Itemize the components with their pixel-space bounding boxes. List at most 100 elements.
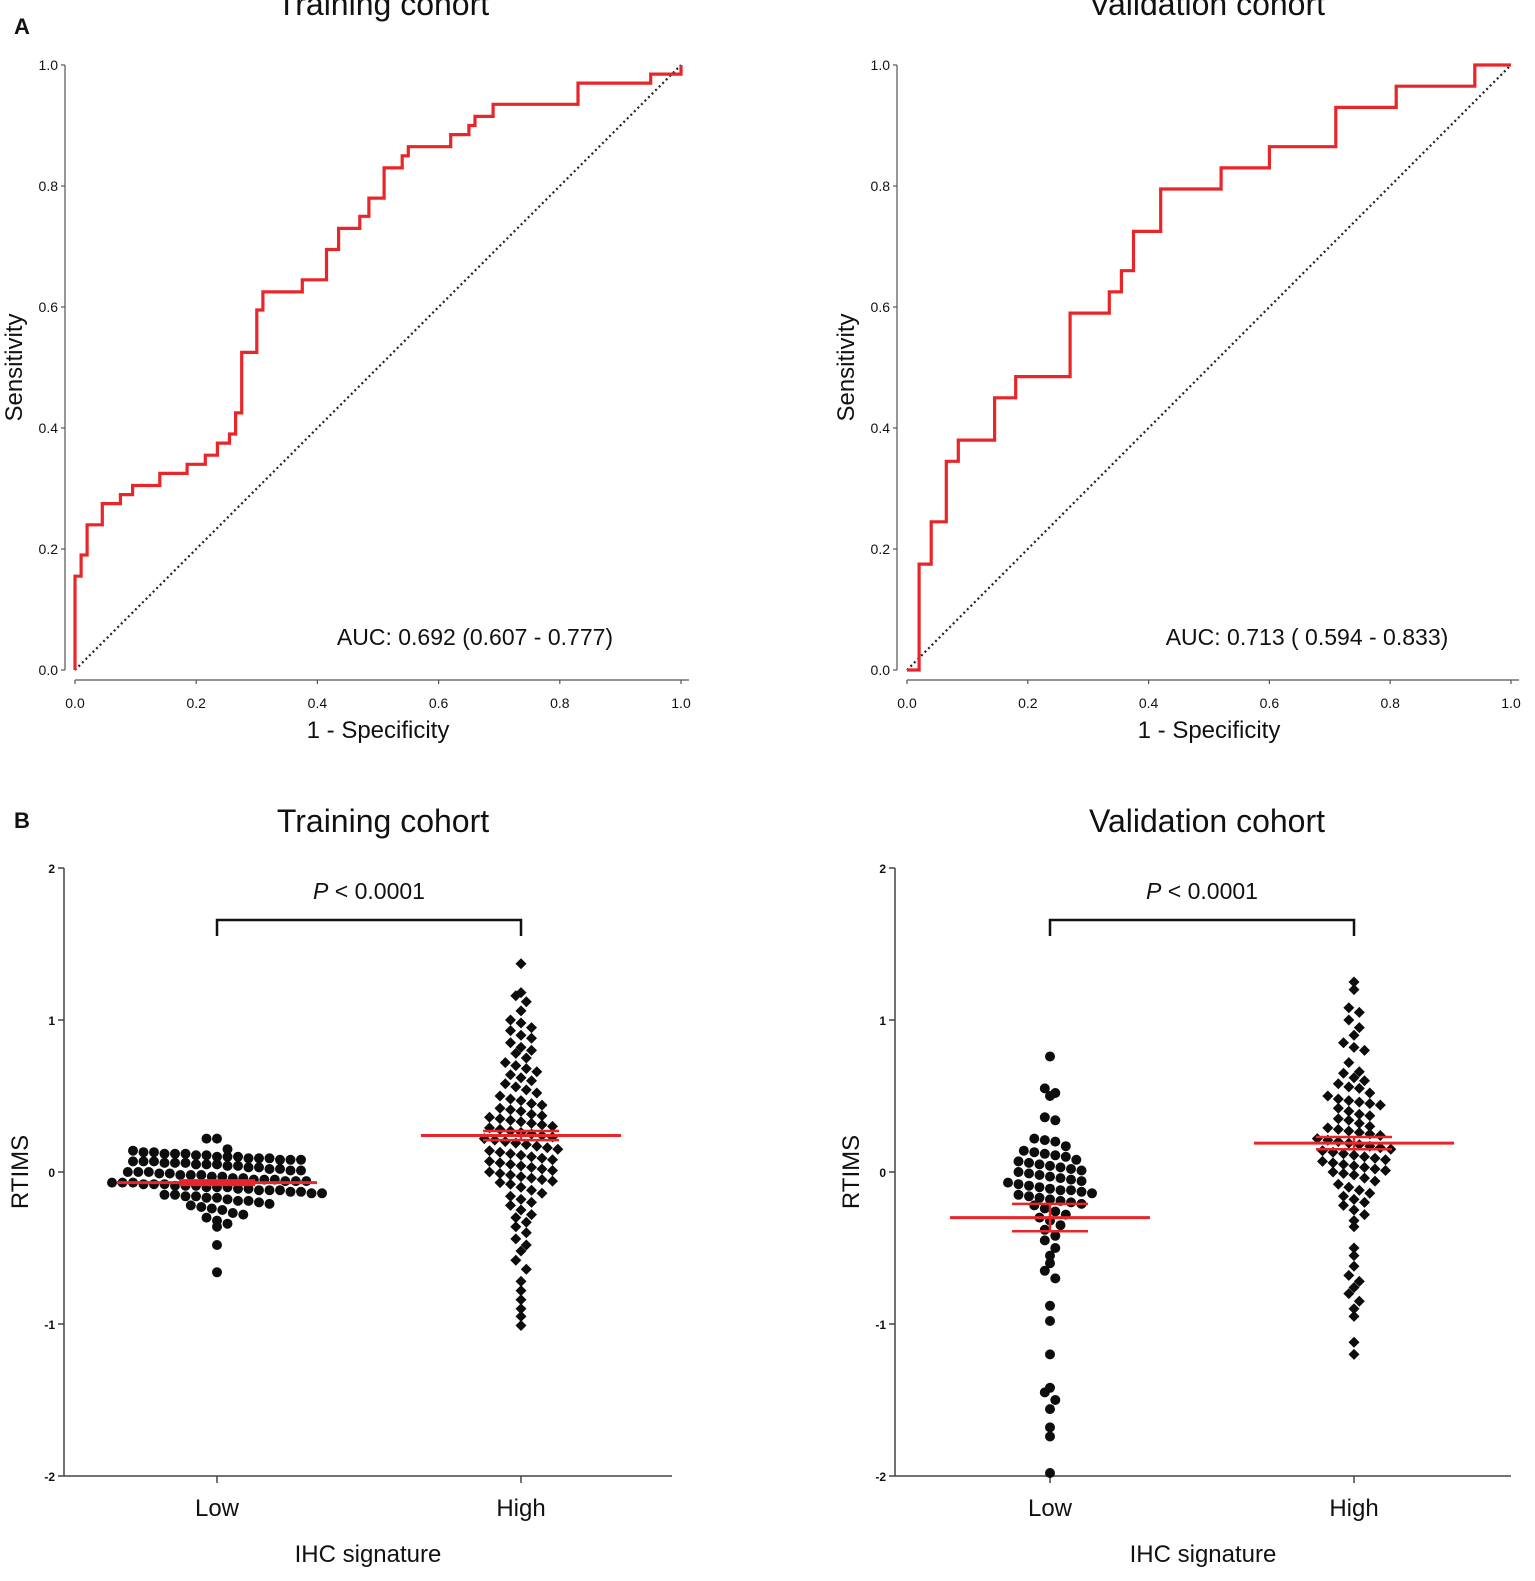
data-point xyxy=(212,1221,222,1232)
data-point xyxy=(526,1117,537,1129)
data-point xyxy=(1045,1422,1055,1433)
data-point xyxy=(505,1025,516,1037)
category-label: Low xyxy=(195,1495,240,1522)
data-point xyxy=(212,1151,222,1162)
data-point xyxy=(1353,1275,1365,1287)
data-point xyxy=(526,1032,537,1044)
data-point xyxy=(515,1294,527,1306)
data-point xyxy=(1364,1187,1376,1199)
data-point xyxy=(1343,1081,1355,1093)
data-point xyxy=(494,1168,506,1179)
data-point xyxy=(1050,1136,1061,1147)
x-axis-label: IHC signature xyxy=(1130,1541,1277,1568)
data-point xyxy=(536,1152,548,1164)
data-point xyxy=(1338,1037,1349,1049)
data-point xyxy=(212,1267,222,1278)
data-point xyxy=(227,1208,238,1218)
data-point xyxy=(1317,1155,1328,1167)
data-point xyxy=(191,1159,201,1170)
data-point xyxy=(275,1154,285,1165)
data-point xyxy=(264,1153,275,1164)
p-threshold: < 0.0001 xyxy=(328,878,425,904)
data-point xyxy=(1359,1161,1370,1173)
data-point xyxy=(1327,1166,1339,1178)
data-point xyxy=(1348,1303,1360,1315)
data-point xyxy=(1348,1193,1360,1205)
data-point xyxy=(494,1157,506,1169)
data-point xyxy=(285,1165,296,1176)
data-point xyxy=(1359,1209,1370,1221)
data-point xyxy=(499,1078,511,1090)
data-point xyxy=(515,1041,527,1053)
data-point xyxy=(1050,1230,1061,1241)
data-point xyxy=(212,1159,222,1170)
data-point xyxy=(515,1310,527,1322)
data-point xyxy=(1045,1431,1055,1442)
data-point xyxy=(526,1209,537,1221)
data-point xyxy=(1369,1163,1381,1175)
data-point xyxy=(1364,1087,1376,1099)
data-point xyxy=(520,1063,532,1075)
data-point xyxy=(505,1169,516,1181)
data-point xyxy=(1353,1108,1365,1120)
y-tick-label: -1 xyxy=(44,1318,55,1332)
data-point xyxy=(201,1150,212,1161)
y-tick-label: 0.0 xyxy=(39,662,59,678)
data-point xyxy=(296,1154,306,1165)
data-point xyxy=(285,1186,296,1197)
data-point xyxy=(1013,1156,1024,1167)
data-point xyxy=(515,1116,527,1128)
data-point xyxy=(526,1098,537,1110)
data-point xyxy=(1374,1099,1386,1111)
data-point xyxy=(170,1148,180,1159)
data-point xyxy=(1013,1179,1024,1190)
data-point xyxy=(1332,1123,1344,1135)
data-point xyxy=(505,1014,516,1026)
data-point xyxy=(1348,984,1360,996)
data-point xyxy=(212,1240,222,1250)
chart-title: Training cohort xyxy=(277,803,489,839)
data-point xyxy=(1338,1158,1349,1170)
data-point xyxy=(1332,1093,1344,1105)
data-point xyxy=(510,1060,522,1072)
data-point xyxy=(1343,1105,1355,1117)
data-point xyxy=(275,1164,285,1174)
data-point xyxy=(1013,1167,1024,1177)
data-point xyxy=(1066,1174,1076,1185)
data-point xyxy=(1332,1113,1344,1125)
data-point xyxy=(212,1192,222,1203)
data-point xyxy=(552,1143,564,1155)
y-tick-label: 1 xyxy=(48,1014,55,1028)
data-point xyxy=(515,1005,527,1017)
data-point xyxy=(526,1075,537,1087)
data-point xyxy=(1348,976,1360,988)
x-axis-label: 1 - Specificity xyxy=(307,717,450,744)
data-point xyxy=(1076,1176,1087,1187)
data-point xyxy=(1348,1242,1360,1254)
data-point xyxy=(1055,1185,1066,1196)
data-point xyxy=(1039,1135,1050,1146)
data-point xyxy=(515,1072,527,1084)
data-point xyxy=(254,1185,264,1196)
data-point xyxy=(536,1110,548,1122)
data-point xyxy=(1332,1178,1344,1190)
data-point xyxy=(217,1171,228,1182)
data-point xyxy=(138,1147,149,1158)
data-point xyxy=(494,1113,506,1125)
data-point xyxy=(505,1190,516,1202)
data-point xyxy=(510,1047,522,1059)
data-point xyxy=(515,1193,527,1205)
data-point xyxy=(515,1029,527,1041)
data-point xyxy=(201,1159,212,1170)
data-point xyxy=(1353,1022,1365,1034)
data-point xyxy=(149,1179,159,1190)
data-point xyxy=(1348,1029,1360,1041)
data-point xyxy=(1359,1172,1370,1184)
data-point xyxy=(1353,1006,1365,1018)
data-point xyxy=(520,1239,532,1251)
data-point xyxy=(159,1157,170,1168)
y-tick-label: 0.0 xyxy=(871,662,891,678)
data-point xyxy=(164,1168,175,1179)
data-point xyxy=(1066,1185,1076,1196)
